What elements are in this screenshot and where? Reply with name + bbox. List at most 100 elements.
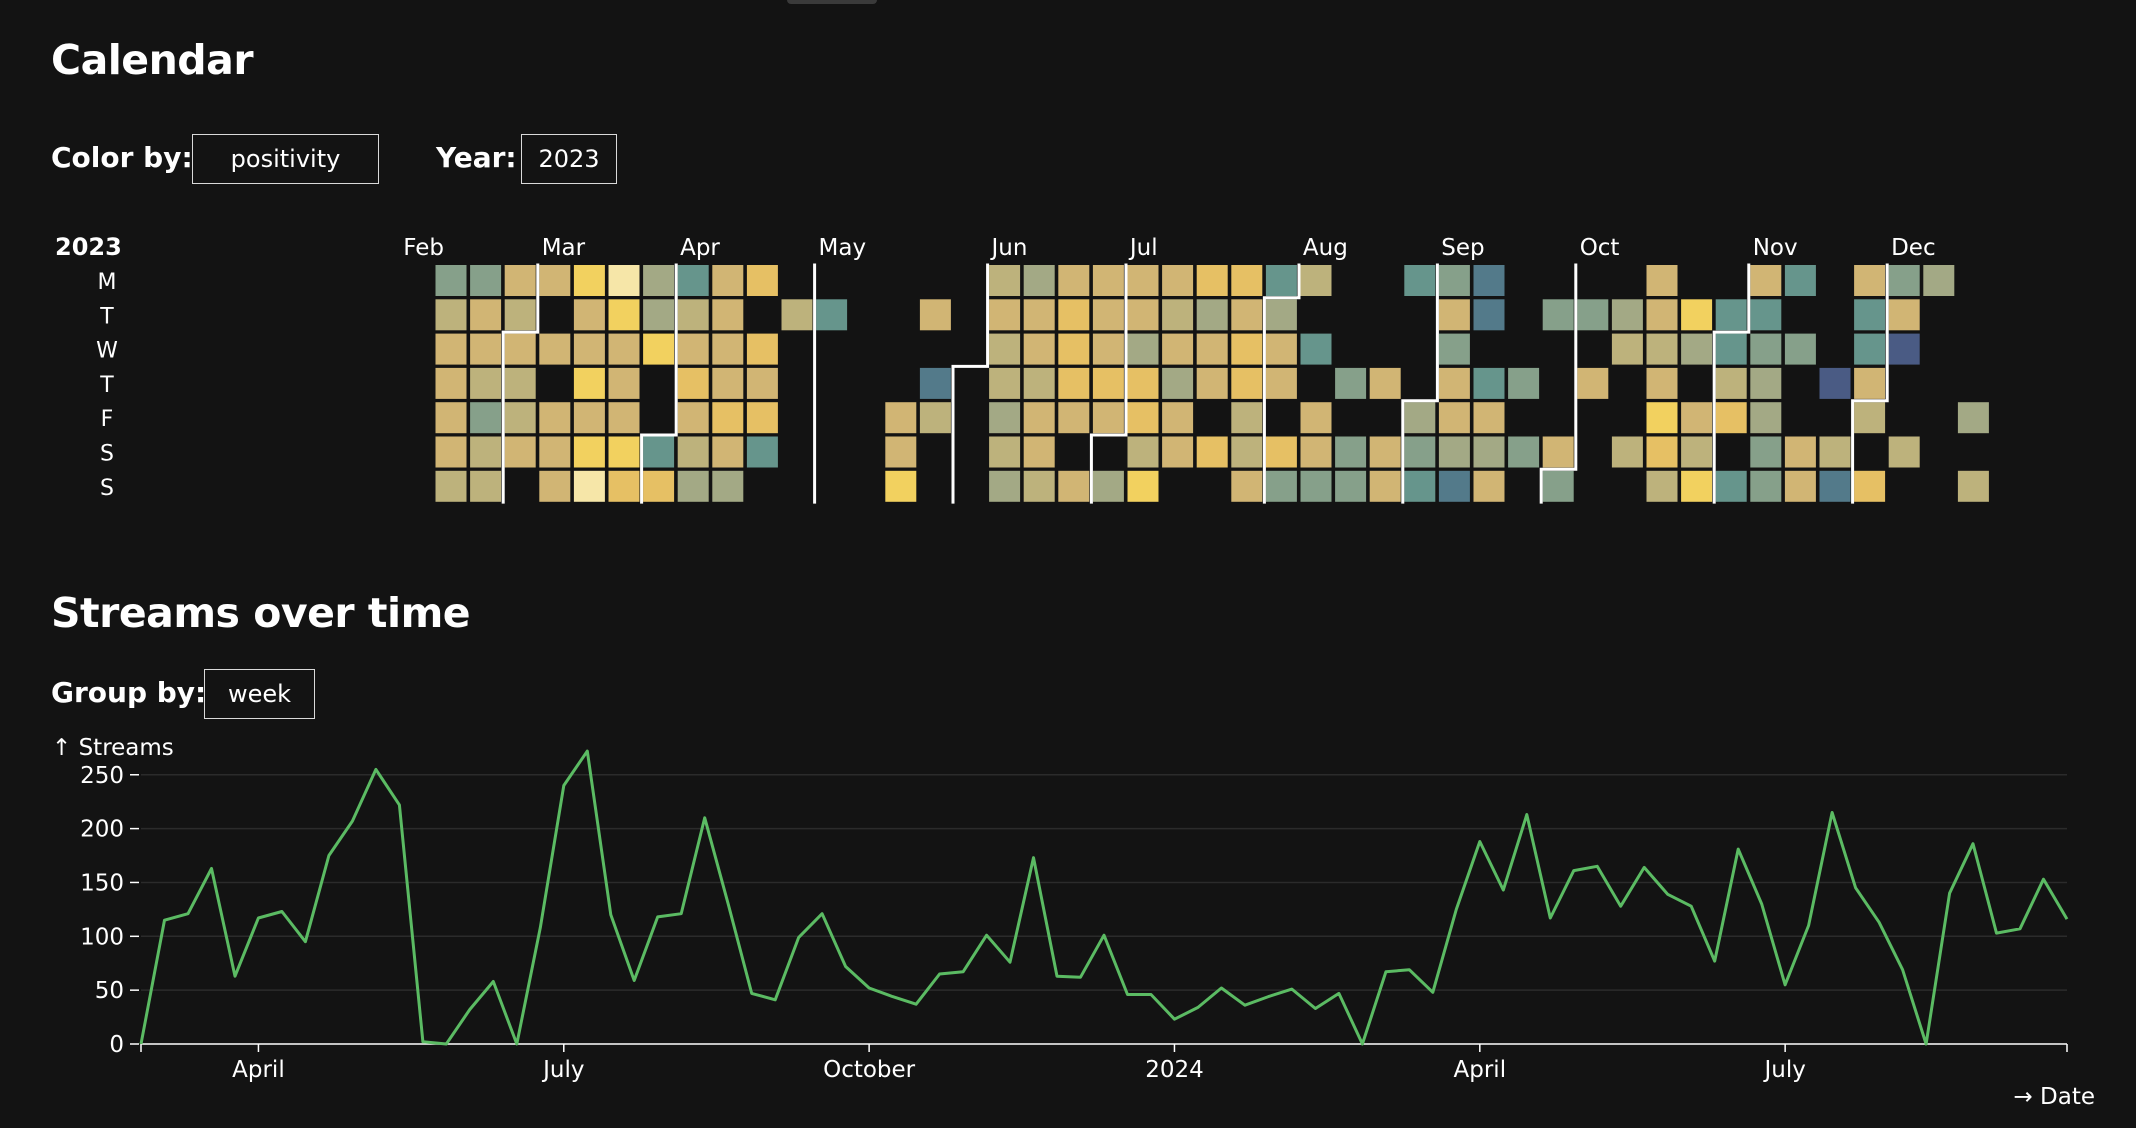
calendar-day-cell (746, 436, 778, 468)
calendar-day-cell (1577, 299, 1609, 331)
calendar-day-cell (1438, 436, 1470, 468)
calendar-day-cell (1957, 402, 1989, 434)
calendar-day-cell (435, 367, 467, 399)
calendar-day-cell (1819, 436, 1851, 468)
calendar-day-cell (435, 436, 467, 468)
calendar-day-cell (1162, 402, 1194, 434)
calendar-day-cell (1508, 436, 1540, 468)
calendar-day-cell (1058, 299, 1090, 331)
calendar-day-cell (1404, 265, 1436, 296)
calendar-day-cell (1092, 299, 1124, 331)
calendar-day-cell (1542, 470, 1574, 502)
calendar-day-cell (1646, 367, 1678, 399)
calendar-day-cell (643, 265, 675, 296)
month-label: Apr (680, 235, 720, 261)
calendar-day-cell (1784, 333, 1816, 365)
calendar-day-cell (1092, 333, 1124, 365)
calendar-day-cell (573, 265, 605, 296)
calendar-day-cell (677, 265, 709, 296)
color-by-label: Color by: (51, 141, 193, 174)
calendar-title: Calendar (51, 36, 254, 84)
calendar-day-cell (573, 367, 605, 399)
month-label: Aug (1303, 235, 1348, 261)
calendar-day-cell (504, 436, 536, 468)
calendar-day-cell (1750, 299, 1782, 331)
month-label: May (819, 235, 867, 261)
y-axis-label: ↑ Streams (52, 735, 174, 761)
calendar-day-cell (1473, 436, 1505, 468)
calendar-day-cell (1335, 470, 1367, 502)
calendar-day-cell (1646, 299, 1678, 331)
calendar-day-cell (1611, 436, 1643, 468)
calendar-year-heading: 2023 (55, 233, 122, 261)
calendar-day-cell (1577, 367, 1609, 399)
calendar-day-cell (919, 367, 951, 399)
calendar-day-cell (1162, 299, 1194, 331)
top-tab-indicator (787, 0, 877, 4)
calendar-day-cell (1162, 436, 1194, 468)
calendar-day-cell (608, 402, 640, 434)
calendar-day-cell (1923, 265, 1955, 296)
calendar-day-cell (1438, 470, 1470, 502)
month-label: Jun (990, 235, 1028, 261)
calendar-day-cell (539, 265, 571, 296)
year-select[interactable]: 2023 (521, 134, 617, 184)
calendar-day-cell (1265, 265, 1297, 296)
month-label: Sep (1441, 235, 1484, 261)
y-tick-label: 50 (95, 978, 124, 1004)
calendar-day-cell (1473, 265, 1505, 296)
month-boundary-line (1089, 263, 1128, 504)
calendar-day-cell (746, 367, 778, 399)
calendar-day-cell (504, 265, 536, 296)
calendar-day-cell (1438, 402, 1470, 434)
calendar-day-cell (470, 333, 502, 365)
calendar-day-cell (643, 470, 675, 502)
calendar-day-cell (1646, 470, 1678, 502)
calendar-day-cell (1473, 299, 1505, 331)
calendar-day-cell (470, 470, 502, 502)
calendar-day-cell (885, 470, 917, 502)
calendar-day-cell (919, 402, 951, 434)
calendar-day-cell (1854, 265, 1886, 296)
calendar-day-cell (677, 333, 709, 365)
calendar-day-cell (885, 402, 917, 434)
calendar-day-cell (1231, 436, 1263, 468)
calendar-day-cell (1646, 333, 1678, 365)
day-label: S (100, 442, 114, 467)
color-by-select[interactable]: positivity (192, 134, 379, 184)
day-label: T (99, 304, 114, 329)
calendar-day-cell (1646, 436, 1678, 468)
calendar-day-cell (1196, 333, 1228, 365)
calendar-day-cell (1681, 470, 1713, 502)
calendar-day-cell (1162, 333, 1194, 365)
month-boundary-line (640, 263, 678, 504)
calendar-day-cell (989, 265, 1021, 296)
calendar-day-cell (1854, 402, 1886, 434)
x-axis-label: → Date (2013, 1084, 2095, 1110)
calendar-day-cell (746, 265, 778, 296)
calendar-day-cell (435, 470, 467, 502)
y-tick-label: 150 (80, 870, 124, 896)
calendar-day-cell (1542, 436, 1574, 468)
calendar-day-cell (608, 470, 640, 502)
calendar-day-cell (573, 333, 605, 365)
calendar-day-cell (1611, 333, 1643, 365)
y-tick-label: 100 (80, 924, 124, 950)
y-tick-label: 0 (109, 1032, 124, 1058)
group-by-select[interactable]: week (204, 669, 315, 719)
calendar-day-cell (1888, 333, 1920, 365)
calendar-day-cell (1335, 436, 1367, 468)
calendar-day-cell (504, 333, 536, 365)
calendar-day-cell (1819, 470, 1851, 502)
calendar-day-cell (1681, 333, 1713, 365)
calendar-day-cell (1715, 333, 1747, 365)
calendar-day-cell (1681, 402, 1713, 434)
calendar-day-cell (1127, 470, 1159, 502)
streams-title: Streams over time (51, 589, 471, 637)
calendar-day-cell (504, 402, 536, 434)
calendar-day-cell (1023, 436, 1055, 468)
calendar-day-cell (470, 265, 502, 296)
x-tick-label: October (823, 1057, 916, 1083)
calendar-day-cell (1265, 470, 1297, 502)
calendar-day-cell (1438, 333, 1470, 365)
